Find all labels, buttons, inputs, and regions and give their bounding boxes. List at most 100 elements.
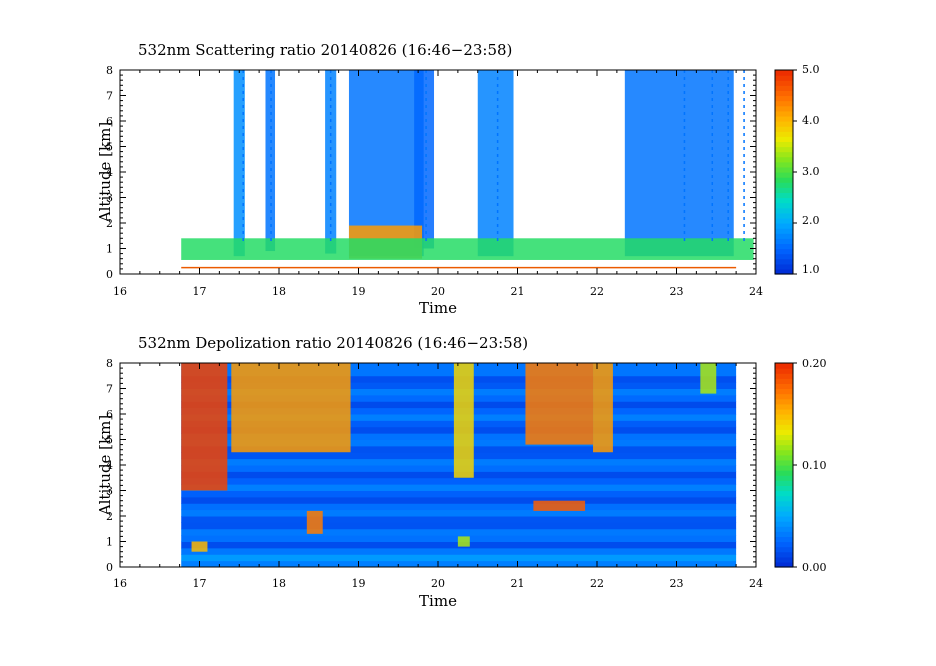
scattering-ratio-panel: 532nm Scattering ratio 20140826 (16:46−2… <box>96 41 820 317</box>
colorbar-segment <box>775 388 793 395</box>
colorbar-segment <box>775 207 793 214</box>
colorbar-segment <box>775 136 793 142</box>
colorbar-segment <box>775 449 793 456</box>
background-band <box>181 560 737 568</box>
background-band <box>181 554 737 562</box>
background-band <box>181 509 737 517</box>
colorbar-segment <box>775 536 793 543</box>
colorbar-segment <box>775 177 793 183</box>
colorbar-segment <box>775 373 793 379</box>
colorbar-segment <box>775 161 793 168</box>
y-tick-label: 3 <box>106 485 113 498</box>
colorbar-segment <box>775 131 793 137</box>
colorbar-segment <box>775 521 793 527</box>
colorbar-segment <box>775 408 793 415</box>
x-tick-label: 17 <box>193 577 207 590</box>
y-axis-label: Altitude [km] <box>96 122 114 223</box>
colorbar-segment <box>775 434 793 441</box>
colorbar-label: 1.0 <box>802 263 820 276</box>
x-tick-label: 20 <box>431 577 445 590</box>
colorbar-segment <box>775 444 793 451</box>
data-cell <box>533 500 586 511</box>
colorbar-segment <box>775 85 793 91</box>
data-layer <box>181 70 754 269</box>
data-cell <box>348 70 424 257</box>
colorbar-segment <box>775 151 793 158</box>
background-band <box>181 516 737 523</box>
data-cell <box>181 238 754 260</box>
colorbar-segment <box>775 516 793 522</box>
background-band <box>181 496 737 504</box>
data-layer <box>181 363 737 568</box>
colorbar-label: 2.0 <box>802 214 820 227</box>
data-cell <box>700 363 717 394</box>
colorbar-segment <box>775 115 793 122</box>
background-band <box>181 522 737 530</box>
x-axis-label: Time <box>419 592 457 610</box>
colorbar-label: 0.00 <box>802 561 827 574</box>
y-tick-label: 2 <box>106 510 113 523</box>
x-axis-label: Time <box>419 299 457 317</box>
colorbar-segment <box>775 541 793 548</box>
colorbar-segment <box>775 500 793 507</box>
colorbar-segment <box>775 531 793 537</box>
colorbar-segment <box>775 363 793 369</box>
colorbar-segment <box>775 480 793 486</box>
colorbar-segment <box>775 429 793 435</box>
data-cell <box>306 510 323 534</box>
x-tick-label: 21 <box>511 577 525 590</box>
y-ticks <box>120 69 756 275</box>
colorbar-segment <box>775 217 793 224</box>
y-tick-label: 6 <box>106 408 113 421</box>
y-tick-label: 3 <box>106 192 113 205</box>
colorbar-segment <box>775 100 793 107</box>
data-cell <box>624 70 734 257</box>
colorbar-segment <box>775 80 793 86</box>
colorbar-segment <box>775 465 793 471</box>
y-tick-label: 8 <box>106 64 113 77</box>
colorbar-segment <box>775 403 793 410</box>
data-cell <box>593 363 613 453</box>
data-cell <box>265 70 276 252</box>
colorbar-segment <box>775 253 793 260</box>
x-tick-label: 24 <box>749 577 763 590</box>
colorbar-segment <box>775 223 793 229</box>
colorbar-segment <box>775 424 793 430</box>
colorbar-segment <box>775 126 793 132</box>
background-band <box>181 503 737 511</box>
colorbar <box>774 362 797 568</box>
colorbar-segment <box>775 510 793 517</box>
colorbar-segment <box>775 398 793 405</box>
colorbar-segment <box>775 228 793 234</box>
depolarization-ratio-panel: 532nm Depolization ratio 20140826 (16:46… <box>96 334 827 610</box>
x-tick-label: 22 <box>590 285 604 298</box>
colorbar-segment <box>775 485 793 492</box>
colorbar-label: 4.0 <box>802 114 820 127</box>
y-tick-label: 0 <box>106 561 113 574</box>
x-tick-label: 18 <box>272 577 286 590</box>
data-cell <box>233 70 245 257</box>
colorbar-segment <box>775 166 793 173</box>
data-cell <box>414 70 435 249</box>
y-tick-label: 6 <box>106 115 113 128</box>
data-cell <box>181 363 228 491</box>
colorbar-segment <box>775 197 793 204</box>
chart-title: 532nm Depolization ratio 20140826 (16:46… <box>138 334 528 352</box>
colorbar-segment <box>775 419 793 425</box>
y-tick-label: 5 <box>106 434 113 447</box>
colorbar-segment <box>775 187 793 193</box>
y-tick-label: 7 <box>106 90 113 103</box>
colorbar-segment <box>775 156 793 163</box>
colorbar-segment <box>775 439 793 446</box>
y-tick-label: 7 <box>106 383 113 396</box>
colorbar-segment <box>775 248 793 255</box>
colorbar-label: 3.0 <box>802 165 820 178</box>
data-cell <box>231 363 351 453</box>
colorbar-segment <box>775 141 793 148</box>
colorbar-segment <box>775 258 793 265</box>
x-tick-label: 19 <box>352 577 366 590</box>
colorbar-segment <box>775 393 793 400</box>
y-tick-label: 8 <box>106 357 113 370</box>
x-tick-label: 22 <box>590 577 604 590</box>
